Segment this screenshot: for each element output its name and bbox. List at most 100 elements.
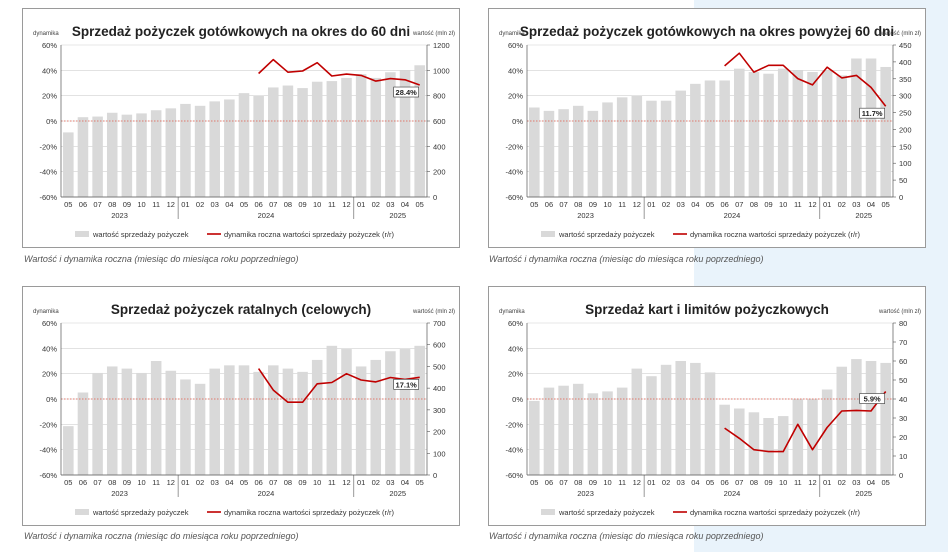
x-tick-label: 07: [559, 200, 567, 209]
bar: [807, 72, 818, 197]
x-tick-label: 03: [386, 478, 394, 487]
bar: [92, 116, 103, 197]
year-label: 2023: [111, 489, 128, 498]
bar: [602, 391, 613, 475]
bar: [529, 107, 540, 197]
x-tick-label: 02: [196, 478, 204, 487]
bar: [572, 383, 584, 475]
x-tick-label: 10: [603, 200, 611, 209]
x-tick-label: 05: [530, 478, 538, 487]
year-label: 2023: [111, 211, 128, 220]
x-tick-label: 07: [93, 200, 101, 209]
legend-line-label: dynamika roczna wartości sprzedaży pożyc…: [690, 508, 861, 517]
bar: [268, 365, 279, 475]
right-tick-label: 80: [899, 319, 907, 328]
bar: [341, 77, 352, 197]
x-tick-label: 12: [808, 200, 816, 209]
x-tick-label: 05: [416, 478, 424, 487]
left-tick-label: 40%: [42, 344, 57, 353]
legend-bar-swatch: [75, 509, 89, 515]
chart-title: Sprzedaż pożyczek gotówkowych na okres p…: [520, 24, 894, 39]
x-tick-label: 09: [764, 200, 772, 209]
bar: [106, 112, 118, 197]
right-axis-title: wartość (mln zł): [412, 309, 455, 315]
x-tick-label: 11: [152, 478, 160, 487]
bar: [136, 113, 147, 197]
x-tick-label: 04: [401, 478, 409, 487]
chart-caption-3: Wartość i dynamika roczna (miesiąc do mi…: [24, 531, 299, 541]
bar: [763, 418, 774, 475]
year-label: 2025: [855, 489, 872, 498]
left-tick-label: 20%: [42, 92, 57, 101]
left-tick-label: -40%: [505, 168, 523, 177]
x-tick-label: 08: [108, 200, 116, 209]
x-tick-label: 03: [386, 200, 394, 209]
x-tick-label: 06: [720, 478, 728, 487]
x-tick-label: 09: [298, 478, 306, 487]
right-tick-label: 300: [899, 92, 912, 101]
left-tick-label: -20%: [39, 142, 57, 151]
right-tick-label: 450: [899, 41, 912, 50]
chart-panel-1: Sprzedaż pożyczek gotówkowych na okres d…: [22, 8, 460, 248]
bar: [880, 362, 891, 475]
x-tick-label: 07: [269, 478, 277, 487]
right-tick-label: 400: [433, 142, 446, 151]
bar: [385, 72, 396, 197]
bar: [370, 77, 382, 197]
right-axis-title: wartość (mln zł): [878, 309, 921, 315]
x-tick-label: 05: [530, 200, 538, 209]
end-value-label: 17.1%: [396, 380, 418, 389]
dynamics-line: [257, 368, 420, 403]
right-tick-label: 400: [899, 58, 912, 67]
right-tick-label: 200: [899, 125, 912, 134]
right-tick-label: 150: [899, 142, 912, 151]
right-tick-label: 200: [433, 168, 446, 177]
dynamics-line: [724, 52, 887, 107]
bar: [194, 105, 206, 197]
left-tick-label: 40%: [508, 66, 523, 75]
chart-title: Sprzedaż pożyczek gotówkowych na okres d…: [72, 24, 410, 39]
bar: [792, 70, 804, 197]
year-label: 2024: [724, 211, 741, 220]
x-tick-label: 12: [342, 200, 350, 209]
x-tick-label: 04: [691, 200, 699, 209]
left-tick-label: 60%: [508, 41, 523, 50]
right-tick-label: 700: [433, 319, 446, 328]
left-tick-label: -20%: [505, 420, 523, 429]
x-tick-label: 05: [240, 478, 248, 487]
x-tick-label: 02: [838, 200, 846, 209]
bar: [690, 362, 701, 475]
x-tick-label: 02: [838, 478, 846, 487]
bar: [777, 416, 789, 475]
chart-caption-1: Wartość i dynamika roczna (miesiąc do mi…: [24, 254, 299, 264]
x-tick-label: 11: [328, 200, 336, 209]
x-tick-label: 01: [181, 200, 189, 209]
x-tick-label: 02: [662, 200, 670, 209]
right-tick-label: 40: [899, 395, 907, 404]
bar: [587, 110, 599, 197]
bar: [414, 65, 425, 197]
right-tick-label: 0: [899, 471, 903, 480]
bar: [150, 110, 162, 197]
x-tick-label: 10: [313, 200, 321, 209]
x-tick-label: 05: [240, 200, 248, 209]
x-tick-label: 10: [779, 200, 787, 209]
x-tick-label: 10: [137, 200, 145, 209]
bar: [821, 70, 833, 197]
right-tick-label: 600: [433, 117, 446, 126]
right-tick-label: 20: [899, 433, 907, 442]
right-axis-title: wartość (mln zł): [412, 31, 455, 37]
x-tick-label: 07: [269, 200, 277, 209]
left-tick-label: 60%: [42, 41, 57, 50]
left-axis-title: dynamika: [33, 309, 59, 315]
x-tick-label: 09: [123, 200, 131, 209]
bar: [646, 100, 657, 197]
x-tick-label: 08: [284, 478, 292, 487]
x-tick-label: 07: [93, 478, 101, 487]
bar: [77, 117, 89, 197]
left-tick-label: 40%: [42, 66, 57, 75]
bar: [865, 361, 877, 475]
bar: [253, 371, 264, 475]
right-tick-label: 100: [433, 449, 446, 458]
bar: [543, 110, 555, 197]
